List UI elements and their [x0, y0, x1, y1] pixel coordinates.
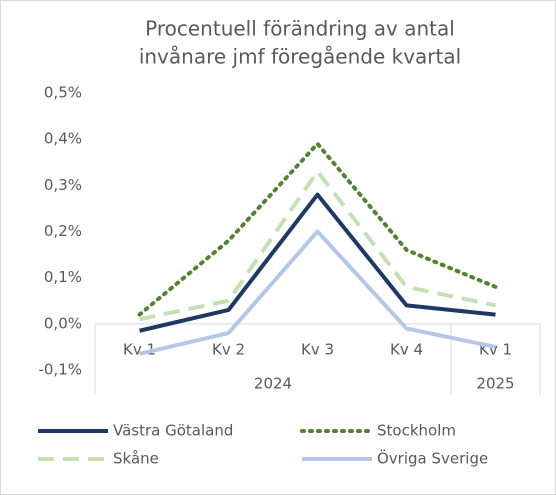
- x-tick-label: Kv 2: [212, 341, 245, 359]
- series-line: [139, 229, 496, 356]
- y-tick-label: 0,1%: [44, 268, 82, 286]
- x-tick-label: Kv 1: [123, 341, 156, 359]
- series-line: [137, 141, 498, 317]
- y-tick-label: -0,1%: [38, 361, 82, 379]
- chart-title: invånare jmf föregående kvartal: [139, 45, 461, 69]
- y-tick-label: 0,0%: [44, 314, 82, 332]
- x-tick-label: Kv 3: [301, 341, 334, 359]
- chart-title: Procentuell förändring av antal: [145, 17, 455, 41]
- y-tick-label: 0,3%: [44, 176, 82, 194]
- group-label: 2025: [476, 375, 514, 393]
- y-tick-label: 0,4%: [44, 130, 82, 148]
- series-line: [139, 169, 496, 322]
- legend-label: Skåne: [113, 450, 159, 468]
- x-tick-label: Kv 4: [390, 341, 423, 359]
- y-tick-label: 0,2%: [44, 222, 82, 240]
- legend-label: Västra Götaland: [113, 422, 233, 440]
- group-label: 2024: [254, 375, 292, 393]
- y-tick-label: 0,5%: [44, 84, 82, 102]
- series-line: [139, 192, 496, 333]
- legend-label: Övriga Sverige: [377, 449, 488, 468]
- legend-label: Stockholm: [377, 422, 456, 440]
